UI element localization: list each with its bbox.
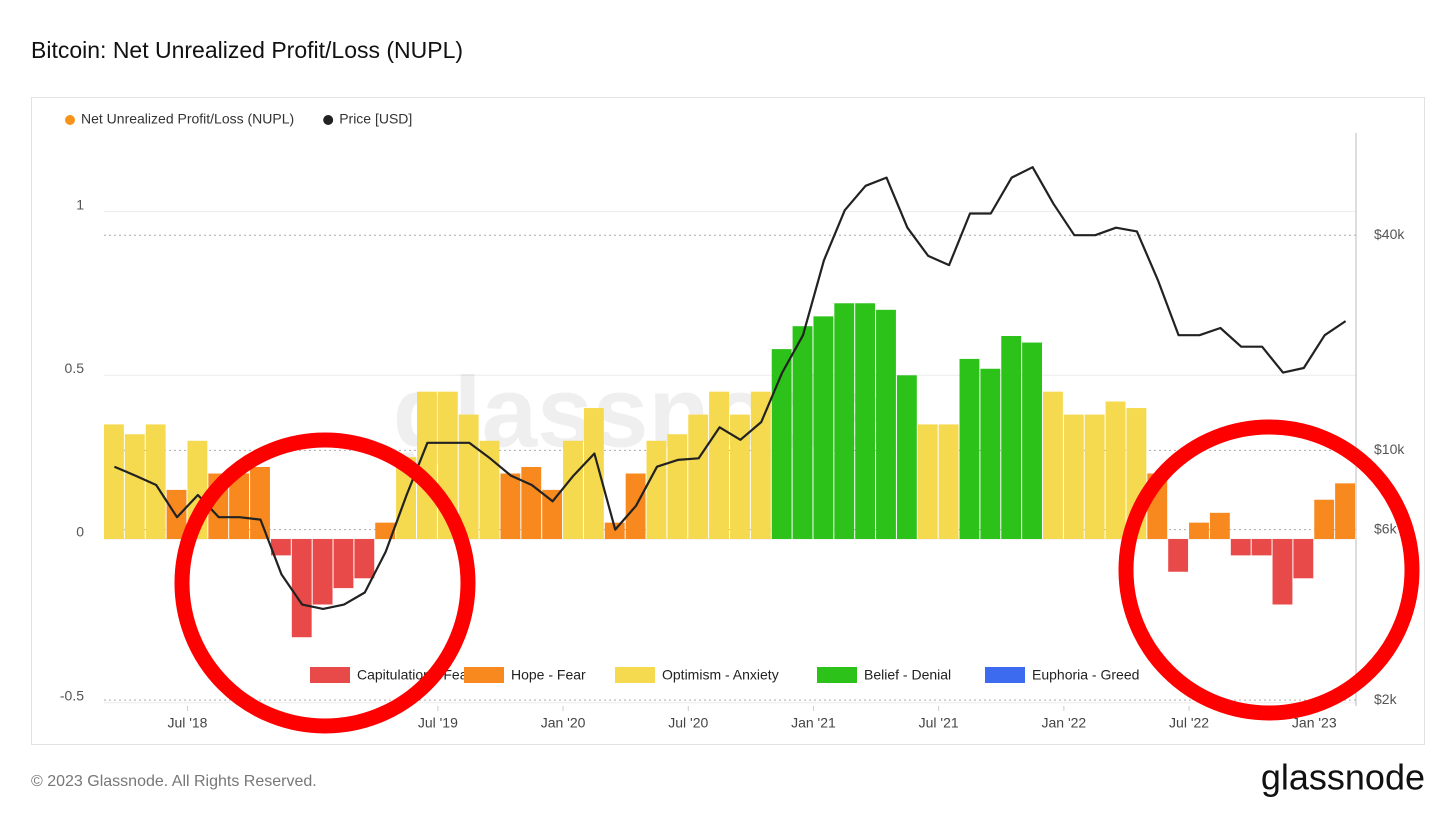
marks-layer xyxy=(104,166,1355,638)
bar xyxy=(1084,414,1105,540)
bar xyxy=(1001,336,1022,540)
zone-label: Euphoria - Greed xyxy=(1032,667,1139,683)
y-tick-label: -0.5 xyxy=(60,687,84,703)
chart-frame xyxy=(31,97,1425,745)
x-tick-label: Jul '21 xyxy=(919,715,959,731)
zone-swatch xyxy=(310,667,350,683)
bar xyxy=(813,316,834,540)
bar xyxy=(417,391,437,540)
bar xyxy=(1293,539,1314,579)
bar xyxy=(375,522,396,540)
bar xyxy=(563,440,583,540)
zone-label: Belief - Denial xyxy=(864,667,951,683)
bar xyxy=(855,303,876,540)
bar xyxy=(1335,483,1355,540)
bar xyxy=(876,309,896,540)
legend-label: Price [USD] xyxy=(339,111,412,127)
legend-dot xyxy=(323,115,334,125)
bar xyxy=(542,489,563,540)
bar xyxy=(583,408,604,540)
zone-label: Optimism - Anxiety xyxy=(662,667,779,683)
bar xyxy=(291,539,312,638)
highlight-circle xyxy=(174,432,476,734)
bar xyxy=(312,539,333,605)
bar xyxy=(1189,522,1209,540)
x-tick-label: Jan '23 xyxy=(1292,715,1337,731)
bar xyxy=(1314,499,1335,540)
legend-label: Net Unrealized Profit/Loss (NUPL) xyxy=(81,111,294,127)
zone-label: Capitulation - Fear xyxy=(357,667,473,683)
zone-swatch xyxy=(615,667,655,683)
bar xyxy=(959,358,980,540)
bar xyxy=(1251,539,1272,556)
x-tick-label: Jan '22 xyxy=(1042,715,1087,731)
bar xyxy=(980,368,1001,540)
copyright: © 2023 Glassnode. All Rights Reserved. xyxy=(31,773,317,790)
zone-swatch xyxy=(464,667,504,683)
bar xyxy=(1272,539,1293,605)
bar xyxy=(1022,342,1042,540)
bar xyxy=(521,466,542,540)
bar xyxy=(1063,414,1084,540)
bar xyxy=(270,539,291,556)
logo: glassnode xyxy=(1261,757,1425,798)
x-tick-label: Jul '22 xyxy=(1169,715,1209,731)
legend-dot xyxy=(65,115,75,125)
zone-swatch xyxy=(985,667,1025,683)
y-tick-label: 0.5 xyxy=(65,360,85,376)
bar xyxy=(646,440,667,540)
bar xyxy=(124,434,145,540)
bar xyxy=(1043,391,1063,540)
bar xyxy=(771,349,792,540)
labels-layer: -0.5 0 0.5 1 $2k $6k $10k $40k Jul '18 Jul '19 Jan… xyxy=(60,111,1405,731)
bar xyxy=(688,414,709,540)
zone-label: Hope - Fear xyxy=(511,667,586,683)
bar xyxy=(479,440,500,540)
bar xyxy=(667,434,688,540)
x-tick-label: Jul '20 xyxy=(668,715,708,731)
x-tick-label: Jul '19 xyxy=(418,715,458,731)
zone-swatch xyxy=(817,667,857,683)
bar xyxy=(250,466,270,540)
y-tick-label: 1 xyxy=(76,196,84,212)
bar xyxy=(750,391,771,540)
chart-title: Bitcoin: Net Unrealized Profit/Loss (NUP… xyxy=(31,37,463,63)
bar xyxy=(1209,512,1230,540)
bar xyxy=(917,424,938,540)
bar xyxy=(104,424,124,540)
bar xyxy=(834,303,855,540)
bar xyxy=(333,539,354,589)
bar xyxy=(896,375,917,540)
bar xyxy=(500,473,521,540)
bar xyxy=(229,473,250,540)
y2-tick-label: $40k xyxy=(1374,226,1405,242)
bar xyxy=(604,522,625,540)
bar xyxy=(1230,539,1251,556)
bar xyxy=(1105,401,1126,540)
bar xyxy=(354,539,375,579)
bar xyxy=(1168,539,1189,572)
y2-tick-label: $2k xyxy=(1374,691,1398,707)
x-tick-label: Jan '21 xyxy=(791,715,836,731)
x-tick-label: Jul '18 xyxy=(167,715,207,731)
y2-tick-label: $10k xyxy=(1374,441,1405,457)
highlight-circle xyxy=(1118,419,1420,721)
x-tick-label: Jan '20 xyxy=(541,715,586,731)
y2-tick-label: $6k xyxy=(1374,520,1398,536)
y-tick-label: 0 xyxy=(76,524,84,540)
bar xyxy=(938,424,959,540)
price-line xyxy=(113,166,1347,610)
bar xyxy=(792,326,813,540)
bar xyxy=(730,414,750,540)
bar xyxy=(145,424,166,540)
bar xyxy=(709,391,729,540)
